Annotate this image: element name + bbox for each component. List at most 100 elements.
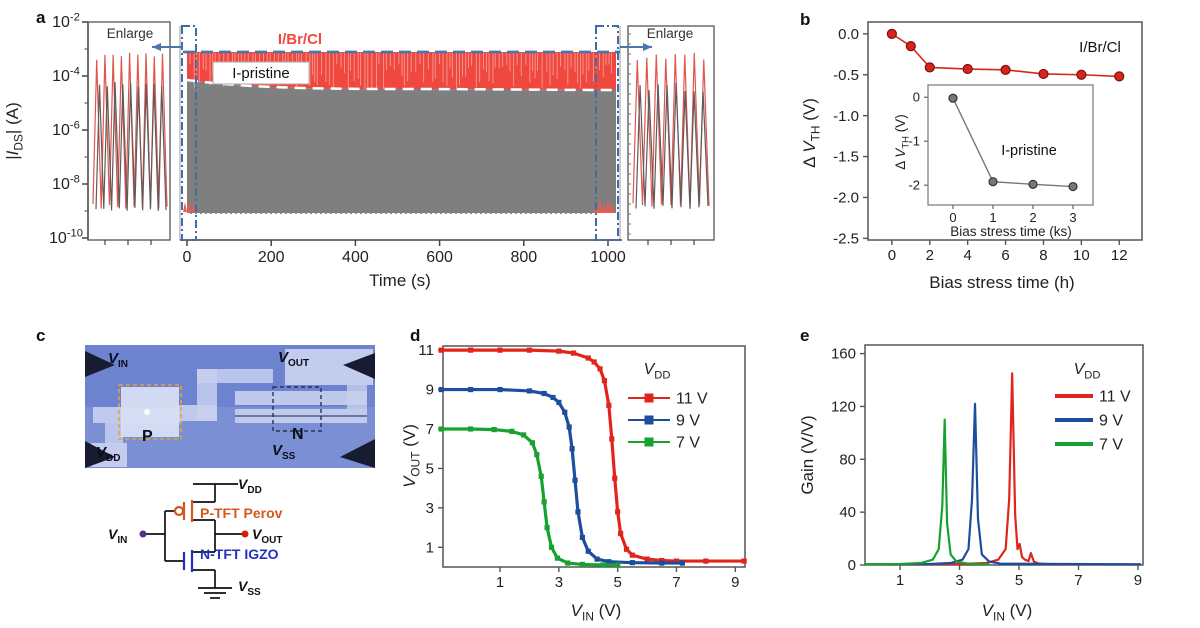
svg-text:800: 800 bbox=[510, 249, 537, 266]
output-node-dot bbox=[241, 530, 249, 538]
svg-text:2: 2 bbox=[926, 247, 934, 264]
svg-text:-2: -2 bbox=[908, 178, 920, 193]
svg-text:8: 8 bbox=[1039, 247, 1047, 264]
svg-text:I/Br/Cl: I/Br/Cl bbox=[1079, 39, 1121, 56]
svg-text:9: 9 bbox=[1134, 572, 1142, 589]
svg-text:Δ VTH (V): Δ VTH (V) bbox=[800, 98, 823, 168]
chart-d-vtc: 1 3 5 7 9 1 3 5 7 9 11 VIN (V) VOUT (V) VDD 11 V 9 V 7 V bbox=[400, 342, 747, 624]
svg-text:VOUT (V): VOUT (V) bbox=[400, 424, 423, 488]
svg-text:1: 1 bbox=[989, 210, 996, 225]
panel-e-letter: e bbox=[800, 326, 810, 345]
svg-text:10-8: 10-8 bbox=[52, 173, 80, 193]
svg-text:3: 3 bbox=[955, 572, 963, 589]
svg-text:11: 11 bbox=[418, 342, 434, 359]
svg-text:Gain (V/V): Gain (V/V) bbox=[798, 415, 817, 494]
schematic-vin-label: VIN bbox=[108, 526, 128, 546]
svg-text:9 V: 9 V bbox=[1099, 413, 1123, 430]
plot-d bbox=[438, 345, 747, 572]
svg-text:12: 12 bbox=[1111, 247, 1128, 264]
svg-text:2: 2 bbox=[1029, 210, 1036, 225]
svg-text:6: 6 bbox=[1001, 247, 1009, 264]
svg-text:10: 10 bbox=[1073, 247, 1090, 264]
chart-a-current-vs-time: 10-2 10-4 10-6 10-8 10-10 |IDS| (A) 0 200 400 600… bbox=[3, 11, 715, 290]
svg-text:7: 7 bbox=[426, 421, 434, 438]
svg-text:0: 0 bbox=[848, 557, 856, 574]
schematic-wires bbox=[143, 483, 243, 599]
n-tft-zoom-box bbox=[272, 386, 322, 432]
svg-text:0: 0 bbox=[888, 247, 896, 264]
svg-text:0: 0 bbox=[949, 210, 956, 225]
svg-text:11 V: 11 V bbox=[1099, 389, 1131, 406]
svg-text:10-4: 10-4 bbox=[52, 65, 80, 85]
svg-text:10-10: 10-10 bbox=[49, 227, 83, 247]
svg-text:3: 3 bbox=[555, 574, 563, 591]
svg-text:-1: -1 bbox=[908, 134, 920, 149]
svg-text:I-pristine: I-pristine bbox=[1001, 143, 1057, 159]
svg-text:4: 4 bbox=[963, 247, 971, 264]
svg-text:5: 5 bbox=[426, 461, 434, 478]
svg-text:Δ VTH (V): Δ VTH (V) bbox=[893, 114, 912, 169]
svg-text:5: 5 bbox=[614, 574, 622, 591]
inverter-micrograph bbox=[85, 345, 375, 468]
svg-text:VDD: VDD bbox=[1074, 361, 1101, 381]
plot-e bbox=[860, 344, 1144, 570]
svg-text:-1.0: -1.0 bbox=[833, 108, 859, 125]
svg-text:-2.0: -2.0 bbox=[833, 190, 859, 207]
panel-c-letter: c bbox=[36, 326, 46, 345]
svg-text:160: 160 bbox=[831, 346, 856, 363]
input-node-dot bbox=[139, 530, 147, 538]
svg-text:0.0: 0.0 bbox=[838, 26, 859, 43]
svg-text:Enlarge: Enlarge bbox=[647, 26, 694, 41]
plot-b bbox=[863, 21, 1143, 245]
svg-text:9: 9 bbox=[731, 574, 739, 591]
n-tft-symbol bbox=[182, 550, 194, 572]
svg-text:-1.5: -1.5 bbox=[833, 149, 859, 166]
schematic-vss-label: VSS bbox=[238, 578, 261, 598]
schematic-p-tft-label: P-TFT Perov bbox=[200, 505, 283, 521]
svg-text:Time (s): Time (s) bbox=[369, 271, 431, 290]
svg-text:40: 40 bbox=[839, 504, 856, 521]
micrograph-vout-label: VOUT bbox=[278, 349, 310, 369]
svg-text:9: 9 bbox=[426, 382, 434, 399]
micrograph-vss-label: VSS bbox=[272, 442, 296, 462]
svg-text:1: 1 bbox=[496, 574, 504, 591]
micrograph-vin-label: VIN bbox=[108, 350, 129, 370]
svg-text:80: 80 bbox=[839, 451, 856, 468]
svg-text:1: 1 bbox=[896, 572, 904, 589]
svg-text:0: 0 bbox=[183, 249, 192, 266]
p-tft-zoom-box bbox=[118, 384, 182, 440]
svg-text:Enlarge: Enlarge bbox=[107, 26, 154, 41]
metal-traces bbox=[91, 349, 373, 467]
svg-text:7 V: 7 V bbox=[676, 435, 700, 452]
svg-text:-2.5: -2.5 bbox=[833, 230, 859, 247]
micrograph-n-label: N bbox=[292, 426, 304, 443]
svg-text:I/Br/Cl: I/Br/Cl bbox=[278, 31, 322, 48]
svg-text:7: 7 bbox=[672, 574, 680, 591]
svg-text:0: 0 bbox=[913, 90, 920, 105]
svg-text:VIN (V): VIN (V) bbox=[982, 601, 1033, 624]
svg-text:10-6: 10-6 bbox=[52, 119, 80, 139]
micrograph-p-label: P bbox=[142, 428, 153, 445]
svg-text:7: 7 bbox=[1074, 572, 1082, 589]
chart-e-gain: 1 3 5 7 9 0 40 80 120 160 VIN (V) Gain (V/V) VDD 11 V… bbox=[798, 344, 1144, 624]
svg-text:10-2: 10-2 bbox=[52, 11, 80, 31]
svg-text:5: 5 bbox=[1015, 572, 1023, 589]
svg-text:120: 120 bbox=[831, 399, 856, 416]
svg-text:1000: 1000 bbox=[590, 249, 626, 266]
panel-a-letter: a bbox=[36, 8, 46, 27]
panel-b-letter: b bbox=[800, 10, 811, 29]
svg-text:3: 3 bbox=[1069, 210, 1076, 225]
svg-text:400: 400 bbox=[342, 249, 369, 266]
svg-text:I-pristine: I-pristine bbox=[232, 65, 290, 82]
schematic-vdd-label: VDD bbox=[238, 476, 262, 496]
svg-text:3: 3 bbox=[426, 500, 434, 517]
micrograph-vdd-label: VDD bbox=[96, 444, 121, 464]
svg-text:600: 600 bbox=[426, 249, 453, 266]
probe-tips bbox=[85, 351, 375, 468]
svg-text:9 V: 9 V bbox=[676, 413, 700, 430]
svg-text:VIN (V): VIN (V) bbox=[571, 601, 622, 624]
panel-d-letter: d bbox=[410, 326, 421, 345]
svg-text:|IDS| (A): |IDS| (A) bbox=[3, 102, 26, 160]
schematic-n-tft-label: N-TFT IGZO bbox=[200, 546, 279, 562]
